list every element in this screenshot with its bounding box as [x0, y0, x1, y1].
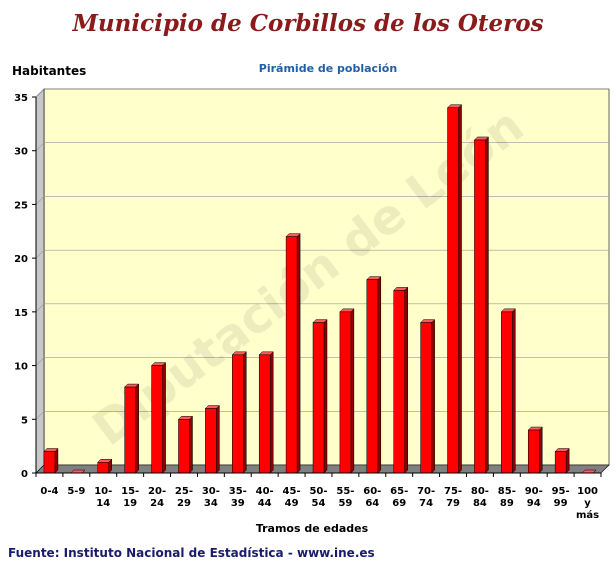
x-tick-label: 54 [312, 498, 326, 509]
x-tick-label: 29 [177, 498, 191, 509]
gridline-side [35, 411, 45, 420]
bar [312, 322, 325, 474]
gridline-side [35, 196, 45, 205]
x-tick-label: 39 [231, 498, 245, 509]
bar-side [565, 447, 570, 474]
bar [527, 429, 540, 474]
bar-side [431, 318, 435, 474]
bar-side [189, 415, 193, 474]
x-tick-label: 95- [552, 486, 570, 497]
y-tick-label: 30 [14, 147, 28, 158]
x-tick-label: 10- [94, 486, 112, 497]
bar [339, 311, 352, 474]
x-tick-label: 34 [204, 498, 218, 509]
bar [474, 139, 486, 474]
bar [43, 451, 56, 474]
x-tick-label: 85- [498, 486, 516, 497]
x-tick-label: más [576, 509, 599, 521]
gridline-side [35, 88, 45, 98]
x-tick-label: 19 [123, 498, 137, 509]
bar [258, 354, 271, 474]
x-tick-label: 45- [283, 486, 301, 497]
x-tick-label: 5-9 [67, 486, 85, 497]
bar [232, 354, 244, 474]
bar [447, 107, 459, 474]
y-tick-label: 0 [21, 469, 28, 480]
page-title: Municipio de Corbillos de los Oteros [72, 10, 544, 37]
x-tick-label: 64 [365, 498, 379, 509]
bar-side [54, 447, 59, 474]
x-tick-label: 84 [473, 498, 487, 509]
bar-side [216, 404, 220, 474]
x-tick-label: 15- [121, 486, 139, 497]
y-axis-label: Habitantes [12, 64, 87, 78]
bar-side [350, 308, 355, 474]
y-tick-label: 35 [14, 93, 28, 104]
bar-side [243, 351, 247, 474]
bar-side [269, 351, 274, 474]
x-tick-label: 60- [363, 486, 381, 497]
bar [420, 322, 432, 474]
x-tick-label: 99 [554, 498, 568, 509]
x-tick-label: 55- [336, 486, 354, 497]
x-tick-label: 25- [175, 486, 193, 497]
x-tick-label: 20- [148, 486, 166, 497]
x-tick-label: 100 [577, 486, 598, 497]
x-tick-label: 74 [419, 498, 433, 509]
bar [124, 386, 136, 474]
source-note: Fuente: Instituto Nacional de Estadístic… [8, 546, 375, 560]
y-tick-label: 5 [21, 415, 28, 426]
x-tick-label: 44 [258, 498, 272, 509]
x-tick-label: 30- [202, 486, 220, 497]
bar [97, 462, 110, 474]
x-tick-label: 14 [96, 498, 110, 509]
x-tick-label: 69 [392, 498, 406, 509]
bar-side [404, 286, 408, 474]
bar [285, 236, 298, 474]
bar [151, 365, 163, 474]
x-tick-label: 40- [256, 486, 274, 497]
x-tick-label: 59 [338, 498, 352, 509]
x-tick-label: 94 [527, 498, 541, 509]
bar [393, 290, 405, 474]
x-tick-label: 49 [285, 498, 299, 509]
x-tick-label: y [584, 498, 591, 509]
gridline-side [35, 249, 45, 259]
bar-side [135, 383, 139, 474]
x-tick-label: 24 [150, 498, 164, 509]
bar [554, 451, 567, 474]
x-axis-label: Tramos de edades [255, 522, 369, 535]
x-tick-label: 80- [471, 486, 489, 497]
bar-side [458, 104, 462, 474]
x-tick-label: 90- [525, 486, 543, 497]
y-tick-label: 10 [14, 362, 28, 373]
y-tick-label: 25 [14, 200, 28, 211]
x-tick-label: 65- [390, 486, 408, 497]
bar-side [485, 136, 489, 474]
y-tick-label: 20 [14, 254, 28, 265]
bar-side [162, 361, 166, 474]
bar [178, 419, 190, 474]
bar-side [296, 233, 301, 474]
y-tick-label: 15 [14, 308, 28, 319]
x-tick-label: 0-4 [40, 486, 58, 497]
gridline-side [35, 303, 45, 313]
x-tick-label: 50- [309, 486, 327, 497]
bar [501, 311, 513, 474]
x-tick-label: 89 [500, 498, 514, 509]
x-tick-label: 75- [444, 486, 462, 497]
bar [205, 408, 217, 474]
bar-side [323, 318, 328, 474]
x-tick-label: 70- [417, 486, 435, 497]
x-tick-label: 79 [446, 498, 460, 509]
bar [366, 279, 379, 474]
gridline-side [35, 142, 45, 151]
x-tick-label: 35- [229, 486, 247, 497]
gridline-side [35, 357, 45, 366]
bar-side [512, 308, 516, 474]
chart-title: Pirámide de población [258, 62, 398, 75]
bar-side [538, 426, 543, 474]
bar-side [377, 276, 382, 474]
